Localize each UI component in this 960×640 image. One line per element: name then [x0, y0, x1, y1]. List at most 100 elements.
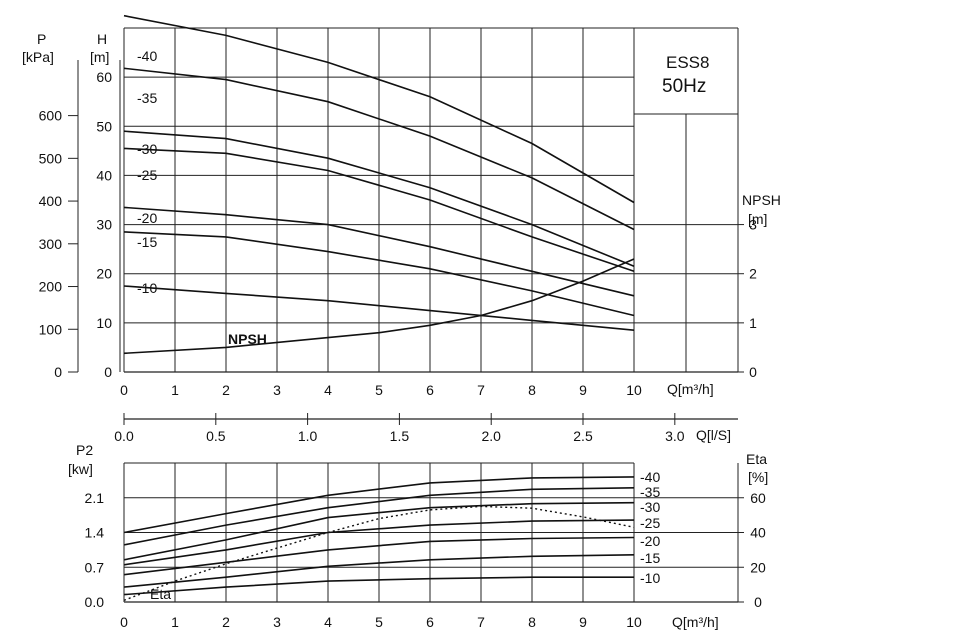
p-tick-3: 300 [39, 236, 63, 252]
bot-series-line-2 [123, 501, 635, 561]
ls-tick-0: 0.0 [114, 428, 134, 444]
model-label: ESS8 [666, 53, 709, 72]
p-tick-2: 200 [39, 279, 63, 295]
p-tick-4: 400 [39, 193, 63, 209]
bot-x-tick-5: 5 [375, 614, 383, 630]
top-h-tick-3: 30 [96, 217, 112, 233]
bot-x-tick-1: 1 [171, 614, 179, 630]
bot-curve-label-15: -15 [640, 550, 660, 566]
ls-tick-2: 1.0 [298, 428, 318, 444]
p2-tick-0: 0.0 [85, 594, 105, 610]
bot-x-tick-8: 8 [528, 614, 536, 630]
p2-axis-title: P2 [76, 442, 93, 458]
p2-tick-1: 0.7 [85, 559, 105, 575]
curve-label-20: -20 [137, 210, 157, 226]
frequency-label: 50Hz [662, 76, 706, 97]
bot-x-tick-2: 2 [222, 614, 230, 630]
bot-x-tick-0: 0 [120, 614, 128, 630]
ls-tick-5: 2.5 [573, 428, 593, 444]
top-chart-axes: 0 1 2 3 4 5 6 7 8 9 100102030405060012301002003004… [39, 28, 757, 398]
bot-x-tick-9: 9 [579, 614, 587, 630]
bottom-chart-axes: 0 1 2 3 4 5 6 7 8 9 10 0.0 0.7 1.4 2.1 0 20 40 60 [85, 463, 766, 630]
p-tick-1: 100 [39, 321, 63, 337]
top-h-tick-0: 0 [104, 364, 112, 380]
top-x-tick-8: 8 [528, 382, 536, 398]
top-x-tick-1: 1 [171, 382, 179, 398]
p2-tick-2: 1.4 [85, 525, 105, 541]
eta-tick-0: 0 [754, 594, 762, 610]
bottom-x-axis-title: Q[m³/h] [672, 614, 719, 630]
curve-label-40: -40 [137, 48, 157, 64]
npsh-tick-2: 2 [749, 266, 757, 282]
bot-curve-label-40: -40 [640, 469, 660, 485]
p2-axis-unit: [kw] [68, 461, 93, 477]
p-axis-title: P [37, 31, 46, 47]
curve-label-10: -10 [137, 280, 157, 296]
curve-label-15: -15 [137, 234, 157, 250]
npsh-tick-0: 0 [749, 364, 757, 380]
bot-series-line-6 [123, 576, 634, 596]
ls-tick-4: 2.0 [481, 428, 501, 444]
top-series-line-7 [123, 258, 635, 355]
curve-label-30: -30 [137, 141, 157, 157]
top-h-tick-4: 40 [96, 167, 112, 183]
bot-series-line-5 [123, 554, 635, 588]
bot-x-tick-7: 7 [477, 614, 485, 630]
p-tick-6: 600 [39, 108, 63, 124]
p-axis-unit: [kPa] [22, 49, 54, 65]
npsh-tick-1: 1 [749, 315, 757, 331]
top-chart-curves [123, 14, 635, 355]
mid-x-axis-title: Q[l/S] [696, 427, 731, 443]
top-x-tick-4: 4 [324, 382, 332, 398]
h-axis-unit: [m] [90, 49, 109, 65]
top-x-tick-6: 6 [426, 382, 434, 398]
bot-curve-label-eta: Eta [150, 586, 171, 602]
eta-tick-1: 20 [750, 559, 766, 575]
eta-tick-2: 40 [750, 525, 766, 541]
h-axis-title: H [97, 31, 107, 47]
ls-tick-1: 0.5 [206, 428, 226, 444]
curve-label-npsh: NPSH [228, 331, 267, 347]
top-x-tick-2: 2 [222, 382, 230, 398]
top-x-tick-5: 5 [375, 382, 383, 398]
top-series-line-1 [123, 67, 635, 231]
top-x-axis-title: Q[m³/h] [667, 381, 714, 397]
bot-curve-label-20: -20 [640, 533, 660, 549]
p-tick-5: 500 [39, 150, 63, 166]
top-h-tick-1: 10 [96, 315, 112, 331]
bot-series-line-4 [123, 536, 635, 576]
flow-ls-axis: 0.0 0.5 1.0 1.5 2.0 2.5 3.0 [114, 413, 738, 444]
bot-series-line-1 [123, 487, 635, 546]
ls-tick-3: 1.5 [390, 428, 410, 444]
top-h-tick-2: 20 [96, 266, 112, 282]
top-series-line-0 [123, 14, 635, 204]
top-x-tick-3: 3 [273, 382, 281, 398]
bot-curve-label-25: -25 [640, 515, 660, 531]
bottom-chart-curves [123, 476, 635, 601]
top-series-line-3 [123, 147, 635, 273]
top-series-line-4 [123, 206, 635, 297]
eta-axis-title: Eta [746, 451, 767, 467]
top-h-tick-6: 60 [96, 69, 112, 85]
curve-label-25: -25 [137, 167, 157, 183]
bot-curve-label-10: -10 [640, 570, 660, 586]
p2-tick-3: 2.1 [85, 490, 105, 506]
curve-label-35: -35 [137, 90, 157, 106]
top-x-tick-9: 9 [579, 382, 587, 398]
bot-x-tick-6: 6 [426, 614, 434, 630]
bot-series-line-3 [123, 519, 635, 566]
bot-x-tick-4: 4 [324, 614, 332, 630]
ls-tick-6: 3.0 [665, 428, 685, 444]
eta-axis-unit: [%] [748, 469, 768, 485]
bot-x-tick-10: 10 [626, 614, 642, 630]
npsh-axis-title: NPSH [742, 192, 781, 208]
bot-x-tick-3: 3 [273, 614, 281, 630]
bot-series-line-0 [123, 476, 635, 534]
top-x-tick-10: 10 [626, 382, 642, 398]
top-series-line-6 [123, 285, 635, 331]
top-series-line-2 [123, 130, 635, 268]
top-x-tick-0: 0 [120, 382, 128, 398]
top-x-tick-7: 7 [477, 382, 485, 398]
npsh-tick-3: 3 [749, 217, 757, 233]
